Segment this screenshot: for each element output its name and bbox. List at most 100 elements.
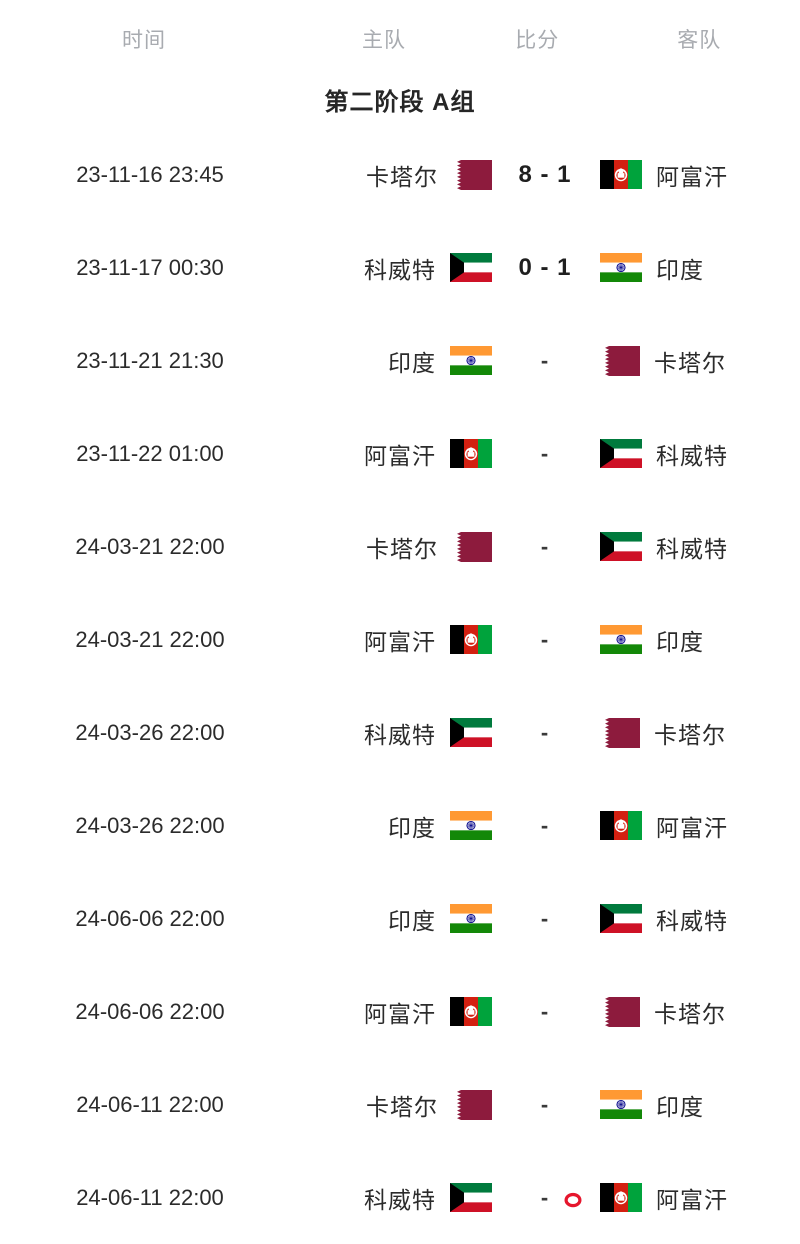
away-team[interactable]: 卡塔尔 bbox=[590, 965, 800, 1058]
away-team[interactable]: 科威特 bbox=[590, 872, 800, 965]
qatar-flag bbox=[600, 345, 640, 376]
table-header: 时间 主队 比分 客队 bbox=[0, 0, 800, 74]
match-time: 24-03-26 22:00 bbox=[75, 719, 225, 745]
column-header-time: 时间 bbox=[122, 29, 166, 52]
home-team-name: 阿富汗 bbox=[364, 628, 436, 655]
home-team-name: 科威特 bbox=[364, 1186, 436, 1213]
match-time: 24-03-26 22:00 bbox=[75, 812, 225, 838]
home-team[interactable]: 卡塔尔 bbox=[300, 128, 500, 221]
away-team-name: 印度 bbox=[656, 256, 704, 283]
home-team-name: 印度 bbox=[388, 349, 436, 376]
match-row[interactable]: 24-03-26 22:00 科威特 - 卡塔尔 bbox=[0, 686, 800, 779]
match-time: 24-06-06 22:00 bbox=[75, 905, 225, 931]
away-team[interactable]: 科威特 bbox=[590, 407, 800, 500]
kuwait-flag bbox=[600, 439, 642, 468]
home-team[interactable]: 科威特 bbox=[300, 221, 500, 314]
qatar-flag bbox=[452, 1089, 492, 1120]
match-time: 23-11-16 23:45 bbox=[76, 161, 224, 187]
away-team[interactable]: 阿富汗 bbox=[590, 1151, 800, 1244]
match-score: - bbox=[540, 812, 550, 838]
away-team-name: 科威特 bbox=[656, 442, 728, 469]
match-score: - bbox=[540, 347, 550, 373]
home-team[interactable]: 印度 bbox=[300, 779, 500, 872]
match-row[interactable]: 24-03-26 22:00 印度 - 阿富汗 bbox=[0, 779, 800, 872]
match-score: - bbox=[540, 440, 550, 466]
away-team[interactable]: 印度 bbox=[590, 1058, 800, 1151]
india-flag bbox=[450, 811, 492, 840]
kuwait-flag bbox=[600, 532, 642, 561]
match-row[interactable]: 23-11-21 21:30 印度 - 卡塔尔 bbox=[0, 314, 800, 407]
column-header-score: 比分 bbox=[515, 29, 560, 52]
away-team[interactable]: 印度 bbox=[590, 593, 800, 686]
away-team-name: 阿富汗 bbox=[656, 814, 728, 841]
qatar-flag bbox=[600, 996, 640, 1027]
india-flag bbox=[450, 904, 492, 933]
away-team[interactable]: 卡塔尔 bbox=[590, 686, 800, 779]
match-time: 24-03-21 22:00 bbox=[75, 533, 225, 559]
match-time: 23-11-17 00:30 bbox=[76, 254, 224, 280]
match-row[interactable]: 24-06-11 22:00 科威特 - 阿富汗 bbox=[0, 1151, 800, 1244]
home-team[interactable]: 阿富汗 bbox=[300, 407, 500, 500]
away-team-name: 阿富汗 bbox=[656, 163, 728, 190]
home-team-name: 卡塔尔 bbox=[366, 1093, 438, 1120]
india-flag bbox=[600, 1090, 642, 1119]
match-row[interactable]: 24-03-21 22:00 阿富汗 - 印度 bbox=[0, 593, 800, 686]
afghanistan-flag bbox=[600, 160, 642, 189]
match-row[interactable]: 23-11-16 23:45 卡塔尔 8 - 1 阿富汗 bbox=[0, 128, 800, 221]
column-header-home: 主队 bbox=[362, 29, 406, 52]
kuwait-flag bbox=[600, 904, 642, 933]
match-time: 24-06-11 22:00 bbox=[76, 1091, 224, 1117]
match-score: - bbox=[540, 1184, 550, 1210]
match-row[interactable]: 24-03-21 22:00 卡塔尔 - 科威特 bbox=[0, 500, 800, 593]
match-time: 24-03-21 22:00 bbox=[75, 626, 225, 652]
away-team-name: 科威特 bbox=[656, 907, 728, 934]
match-row[interactable]: 23-11-17 00:30 科威特 0 - 1 印度 bbox=[0, 221, 800, 314]
match-row[interactable]: 24-06-11 22:00 卡塔尔 - 印度 bbox=[0, 1058, 800, 1151]
away-team[interactable]: 阿富汗 bbox=[590, 779, 800, 872]
away-team-name: 阿富汗 bbox=[656, 1186, 728, 1213]
match-score: - bbox=[540, 626, 550, 652]
home-team-name: 科威特 bbox=[364, 721, 436, 748]
qatar-flag bbox=[452, 159, 492, 190]
match-row[interactable]: 24-06-06 22:00 阿富汗 - 卡塔尔 bbox=[0, 965, 800, 1058]
match-score: - bbox=[540, 533, 550, 559]
home-team[interactable]: 科威特 bbox=[300, 1151, 500, 1244]
home-team[interactable]: 卡塔尔 bbox=[300, 1058, 500, 1151]
kuwait-flag bbox=[450, 253, 492, 282]
away-team-name: 印度 bbox=[656, 628, 704, 655]
away-team-name: 卡塔尔 bbox=[654, 349, 726, 376]
away-team[interactable]: 阿富汗 bbox=[590, 128, 800, 221]
home-team[interactable]: 阿富汗 bbox=[300, 965, 500, 1058]
qatar-flag bbox=[452, 531, 492, 562]
india-flag bbox=[450, 346, 492, 375]
home-team[interactable]: 卡塔尔 bbox=[300, 500, 500, 593]
home-team[interactable]: 科威特 bbox=[300, 686, 500, 779]
home-team[interactable]: 阿富汗 bbox=[300, 593, 500, 686]
match-list: 23-11-16 23:45 卡塔尔 8 - 1 阿富汗 23-11-17 00:30 科… bbox=[0, 128, 800, 1244]
home-team-name: 阿富汗 bbox=[364, 1000, 436, 1027]
away-team-name: 卡塔尔 bbox=[654, 721, 726, 748]
afghanistan-flag bbox=[600, 1183, 642, 1212]
qatar-flag bbox=[600, 717, 640, 748]
away-team-name: 科威特 bbox=[656, 535, 728, 562]
home-team-name: 印度 bbox=[388, 814, 436, 841]
india-flag bbox=[600, 625, 642, 654]
home-team-name: 科威特 bbox=[364, 256, 436, 283]
match-row[interactable]: 23-11-22 01:00 阿富汗 - 科威特 bbox=[0, 407, 800, 500]
away-team[interactable]: 卡塔尔 bbox=[590, 314, 800, 407]
match-score: - bbox=[540, 998, 550, 1024]
away-team-name: 卡塔尔 bbox=[654, 1000, 726, 1027]
away-team[interactable]: 科威特 bbox=[590, 500, 800, 593]
match-score: - bbox=[540, 719, 550, 745]
match-score: 8 - 1 bbox=[518, 160, 572, 188]
group-title: 第二阶段 A组 bbox=[324, 89, 476, 116]
kuwait-flag bbox=[450, 718, 492, 747]
away-team[interactable]: 印度 bbox=[590, 221, 800, 314]
home-team[interactable]: 印度 bbox=[300, 314, 500, 407]
home-team[interactable]: 印度 bbox=[300, 872, 500, 965]
match-score: 0 - 1 bbox=[518, 253, 572, 281]
match-row[interactable]: 24-06-06 22:00 印度 - 科威特 bbox=[0, 872, 800, 965]
afghanistan-flag bbox=[450, 439, 492, 468]
home-team-name: 卡塔尔 bbox=[366, 163, 438, 190]
afghanistan-flag bbox=[600, 811, 642, 840]
